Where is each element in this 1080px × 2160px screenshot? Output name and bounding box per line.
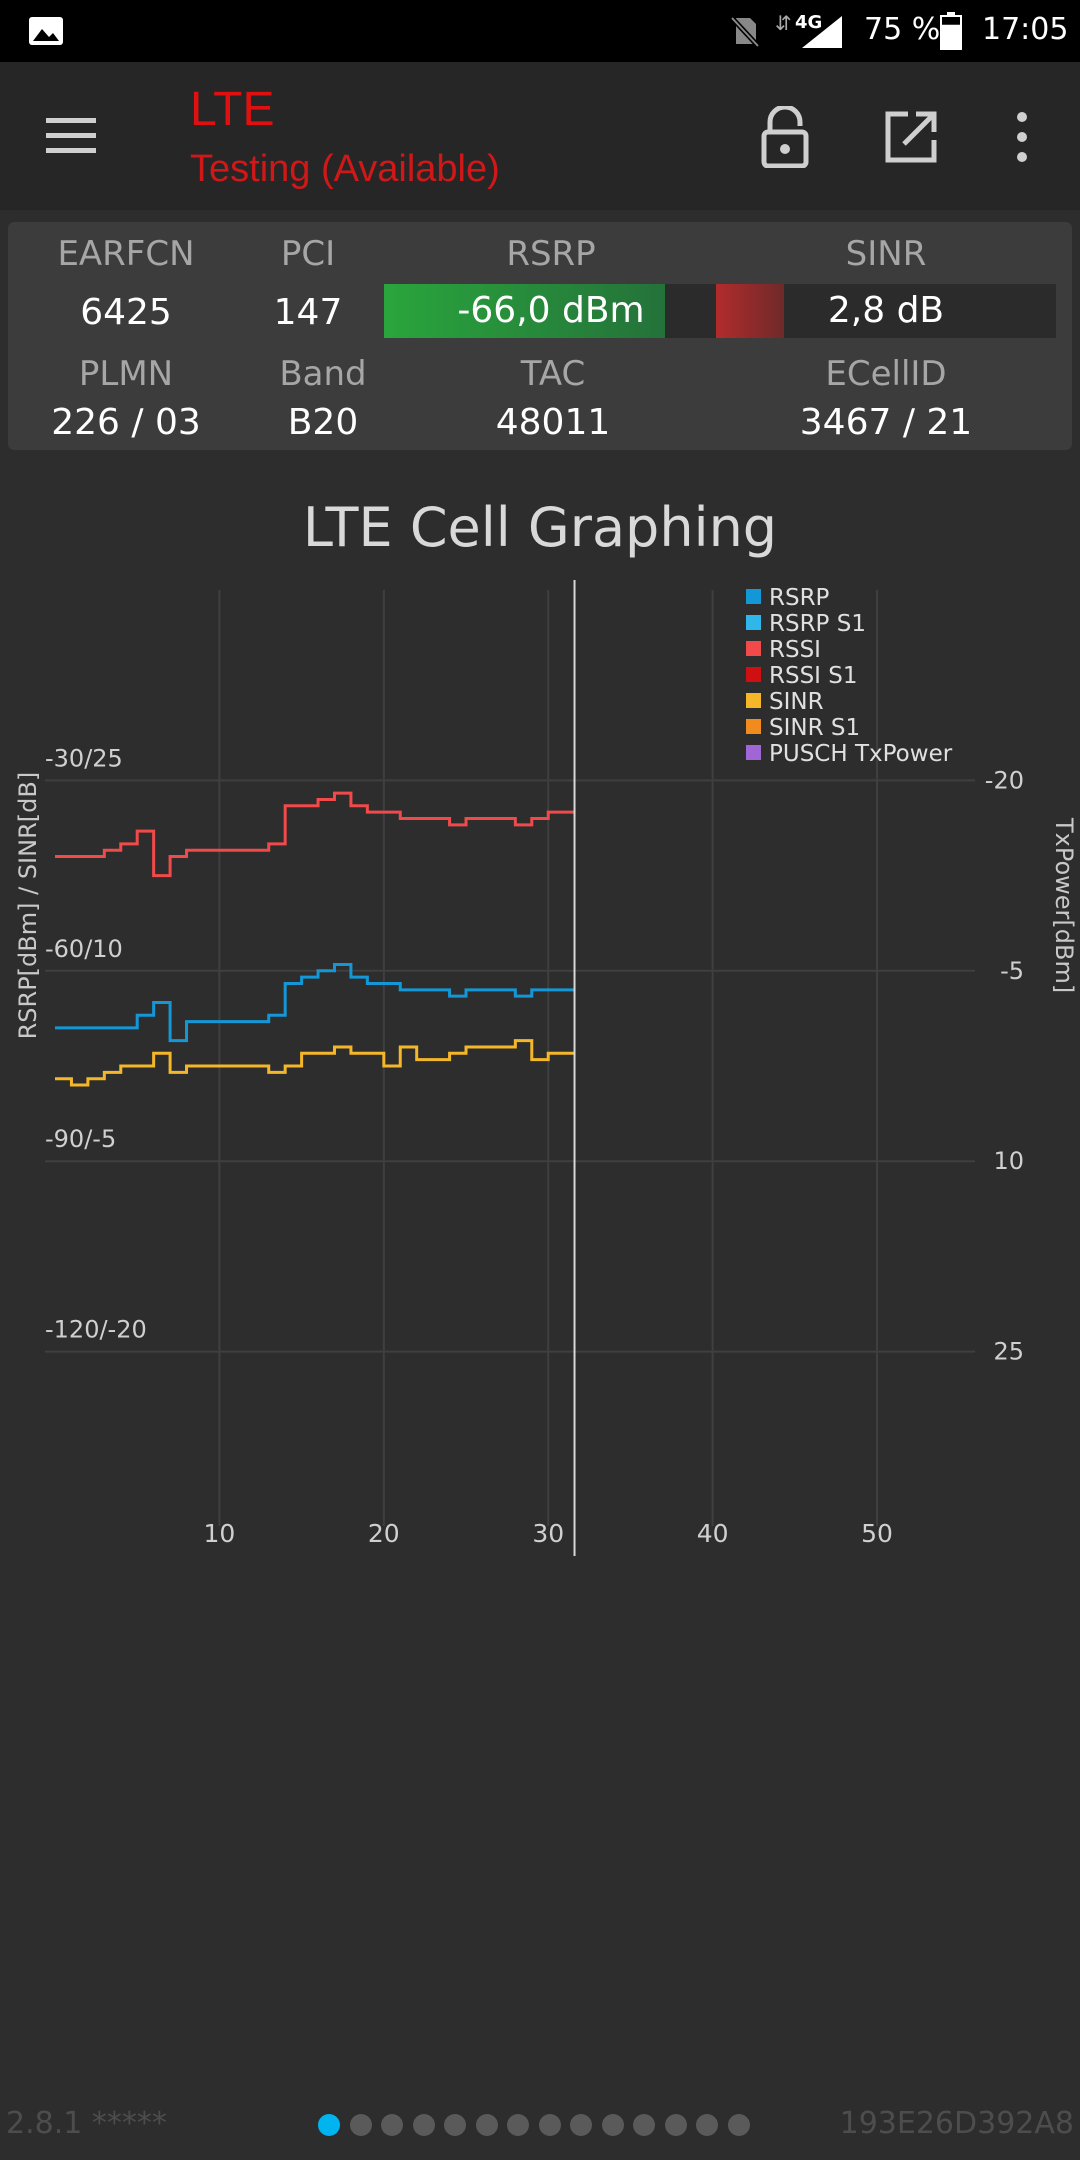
page-dot[interactable] — [412, 2114, 435, 2136]
rsrp-bar-fill — [384, 284, 665, 338]
legend-item: RSRP S1 — [769, 611, 866, 637]
tac-value: 48011 — [495, 402, 611, 443]
app-bar: LTE Testing (Available) — [0, 62, 1080, 210]
more-vert-icon[interactable] — [1008, 110, 1036, 164]
y-tick-label: -90/-5 — [45, 1125, 116, 1153]
cell-info-panel: EARFCN 6425 PCI 147 RSRP -66,0 dBm SINR … — [8, 222, 1072, 450]
band-value: B20 — [287, 402, 359, 443]
legend-swatch — [746, 641, 761, 656]
x-tick-label: 30 — [532, 1519, 564, 1548]
page-dot[interactable] — [538, 2114, 561, 2136]
legend-swatch — [746, 589, 761, 604]
sinr-value: 2,8 dB — [827, 290, 945, 331]
rsrp-label: RSRP — [506, 234, 596, 274]
legend-swatch — [746, 667, 761, 682]
signal-icon — [802, 16, 842, 48]
y2-tick-label: 25 — [993, 1338, 1024, 1366]
x-tick-label: 40 — [697, 1519, 729, 1548]
legend-item: RSSI — [769, 637, 821, 663]
y-tick-label: -30/25 — [45, 744, 123, 772]
legend-item: SINR S1 — [769, 715, 860, 741]
series-line-rssi — [55, 791, 575, 878]
plmn-value: 226 / 03 — [51, 402, 201, 443]
lock-icon[interactable] — [758, 106, 812, 168]
legend-item: RSRP — [769, 585, 830, 611]
data-arrows-icon: ⇵ — [775, 11, 792, 35]
rsrp-bar: -66,0 dBm — [384, 284, 718, 338]
sinr-bar: 2,8 dB — [716, 284, 1056, 338]
app-version: 2.8.1 ***** — [6, 2106, 167, 2141]
page-title: LTE — [190, 83, 275, 136]
page-subtitle: Testing (Available) — [190, 148, 500, 190]
page-dot[interactable] — [507, 2114, 529, 2136]
rsrp-value: -66,0 dBm — [457, 290, 645, 331]
menu-icon[interactable] — [44, 114, 100, 158]
y-tick-label: -120/-20 — [45, 1316, 147, 1344]
y-tick-label: -60/10 — [45, 935, 123, 963]
earfcn-value: 6425 — [80, 292, 172, 333]
x-tick-label: 10 — [204, 1519, 236, 1548]
page-dot[interactable] — [664, 2114, 687, 2136]
ecellid-label: ECellID — [825, 354, 947, 394]
series-line-rsrp — [55, 962, 575, 1043]
page-dot[interactable] — [318, 2114, 340, 2136]
pci-label: PCI — [280, 234, 336, 274]
y-axis-title: RSRP[dBm] / SINR[dB] — [14, 772, 42, 1040]
page-dot[interactable] — [381, 2114, 403, 2136]
battery-percent: 75 % — [864, 12, 941, 47]
plmn-label: PLMN — [78, 354, 174, 394]
legend-swatch — [746, 719, 761, 734]
page-dot[interactable] — [633, 2114, 655, 2136]
page-dot[interactable] — [444, 2114, 466, 2136]
series-line-sinr — [55, 1039, 575, 1087]
band-label: Band — [279, 354, 367, 394]
tac-label: TAC — [520, 354, 586, 394]
network-type: 4G — [795, 12, 823, 33]
gallery-icon — [29, 17, 63, 45]
open-external-icon[interactable] — [884, 110, 938, 164]
legend-item: PUSCH TxPower — [769, 741, 953, 767]
page-dot[interactable] — [349, 2114, 372, 2136]
pci-value: 147 — [273, 292, 343, 333]
legend-item: SINR — [769, 689, 824, 715]
sinr-label: SINR — [845, 234, 927, 274]
page-dot[interactable] — [570, 2114, 592, 2136]
y2-tick-label: 10 — [993, 1147, 1024, 1175]
y2-axis-title: TxPower[dBm] — [1050, 817, 1078, 993]
no-sim-icon — [730, 16, 760, 48]
ecellid-value: 3467 / 21 — [799, 402, 973, 443]
x-tick-label: 50 — [861, 1519, 893, 1548]
page-dot[interactable] — [696, 2114, 718, 2136]
page-dot[interactable] — [475, 2114, 498, 2136]
y2-tick-label: -20 — [985, 766, 1024, 794]
status-bar: ⇵ 4G 75 % 17:05 — [0, 0, 1080, 62]
chart-title: LTE Cell Graphing — [302, 496, 778, 559]
earfcn-label: EARFCN — [57, 234, 195, 274]
legend-swatch — [746, 693, 761, 708]
device-id: 193E26D392A8 — [839, 2106, 1074, 2141]
x-tick-label: 20 — [368, 1519, 400, 1548]
sinr-bar-fill — [716, 284, 784, 338]
page-dot[interactable] — [727, 2114, 750, 2136]
legend-swatch — [746, 745, 761, 760]
y2-tick-label: -5 — [1000, 957, 1024, 985]
lte-cell-chart[interactable]: 10 20 30 40 50 -30/25 -60/10 -90/-5 -120/-20 -20 -… — [0, 580, 1080, 1560]
page-dot[interactable] — [601, 2114, 624, 2136]
clock: 17:05 — [982, 12, 1069, 47]
legend-item: RSSI S1 — [769, 663, 858, 689]
battery-icon — [940, 12, 962, 50]
legend-swatch — [746, 615, 761, 630]
